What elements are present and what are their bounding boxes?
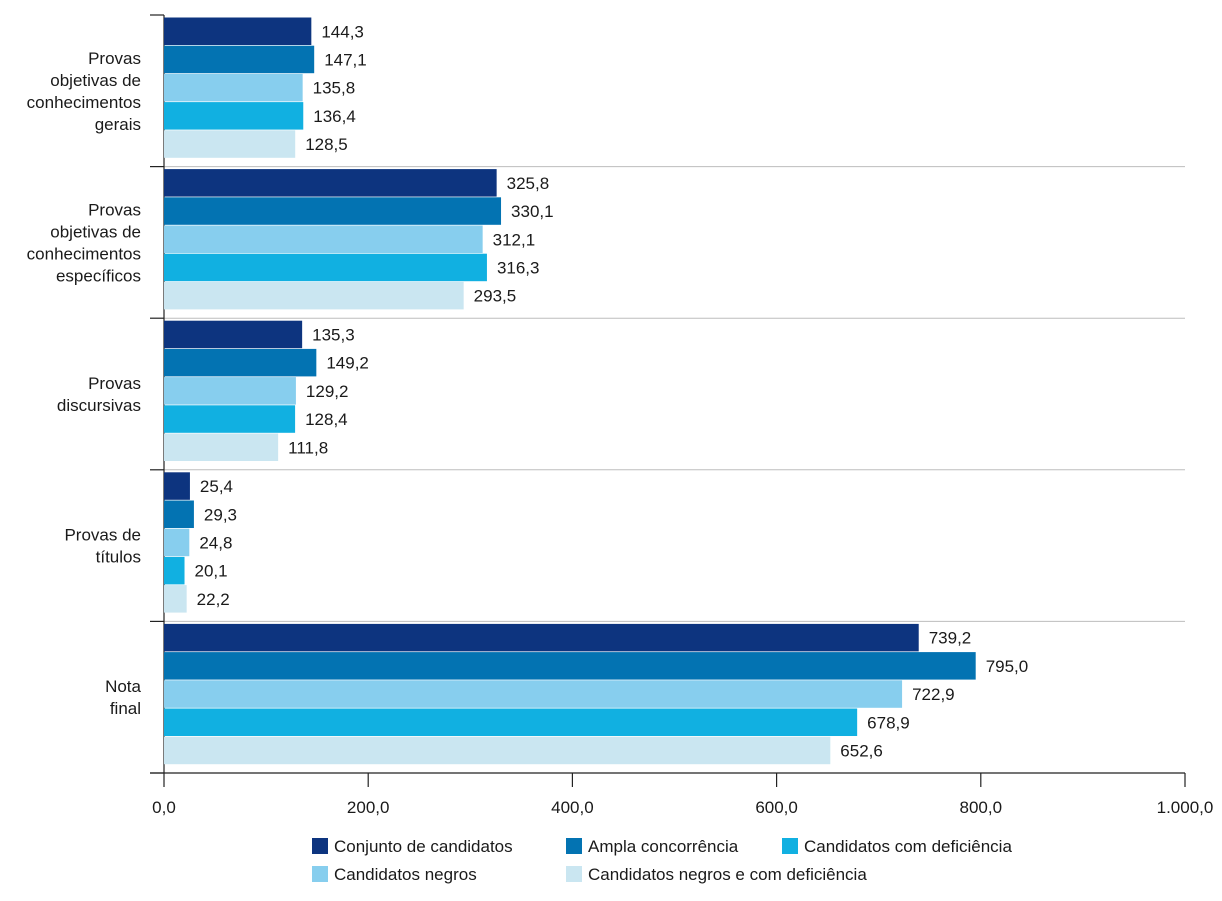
- data-label: 312,1: [493, 230, 536, 249]
- data-label: 20,1: [195, 562, 228, 581]
- bar: [164, 17, 312, 45]
- bar: [164, 433, 279, 461]
- legend-swatch: [566, 866, 582, 882]
- data-label: 652,6: [840, 741, 883, 760]
- x-tick-label: 600,0: [755, 798, 798, 817]
- category-label: Provas: [88, 49, 141, 68]
- category-label: Provas de: [64, 526, 141, 545]
- data-label: 128,4: [305, 410, 348, 429]
- category-label: discursivas: [57, 396, 141, 415]
- legend-label: Conjunto de candidatos: [334, 837, 513, 856]
- data-label: 129,2: [306, 382, 349, 401]
- bar: [164, 169, 497, 197]
- data-label: 24,8: [199, 533, 232, 552]
- data-label: 722,9: [912, 685, 955, 704]
- bar: [164, 348, 317, 377]
- legend-label: Candidatos negros: [334, 865, 477, 884]
- category-label: Provas: [88, 200, 141, 219]
- data-label: 111,8: [288, 438, 328, 457]
- category-label: Provas: [88, 374, 141, 393]
- legend-label: Candidatos negros e com deficiência: [588, 865, 867, 884]
- bar: [164, 585, 187, 613]
- category-label: objetivas de: [50, 222, 141, 241]
- x-tick-label: 400,0: [551, 798, 594, 817]
- category-label: específicos: [56, 266, 141, 285]
- data-label: 739,2: [929, 629, 972, 648]
- data-label: 330,1: [511, 202, 554, 221]
- bar: [164, 736, 831, 765]
- category-label: conhecimentos: [27, 244, 141, 263]
- data-label: 136,4: [313, 107, 356, 126]
- category-label: gerais: [95, 115, 141, 134]
- data-label: 147,1: [324, 50, 367, 69]
- bar: [164, 708, 858, 736]
- data-label: 135,8: [313, 79, 356, 98]
- legend-swatch: [312, 838, 328, 854]
- bar: [164, 652, 976, 680]
- data-label: 149,2: [326, 354, 369, 373]
- category-label: final: [110, 699, 141, 718]
- bar: [164, 253, 487, 282]
- legend-swatch: [782, 838, 798, 854]
- bar: [164, 102, 304, 130]
- data-label: 135,3: [312, 325, 355, 344]
- data-label: 795,0: [986, 657, 1029, 676]
- bar: [164, 130, 296, 158]
- data-label: 22,2: [197, 590, 230, 609]
- bar: [164, 472, 190, 500]
- bar: [164, 623, 919, 652]
- bar: [164, 320, 303, 349]
- legend-label: Candidatos com deficiência: [804, 837, 1012, 856]
- data-label: 128,5: [305, 135, 348, 154]
- bar: [164, 377, 296, 405]
- bar: [164, 500, 194, 528]
- legend-swatch: [312, 866, 328, 882]
- data-label: 293,5: [474, 287, 517, 306]
- bar: [164, 73, 303, 102]
- legend-swatch: [566, 838, 582, 854]
- bar: [164, 45, 315, 74]
- data-label: 325,8: [507, 174, 550, 193]
- bar: [164, 528, 190, 557]
- legend-label: Ampla concorrência: [588, 837, 739, 856]
- bar: [164, 197, 502, 225]
- bar: [164, 405, 296, 433]
- x-tick-label: 800,0: [960, 798, 1003, 817]
- data-label: 316,3: [497, 258, 540, 277]
- data-label: 144,3: [321, 22, 364, 41]
- x-tick-label: 200,0: [347, 798, 390, 817]
- category-label: conhecimentos: [27, 93, 141, 112]
- data-label: 25,4: [200, 477, 233, 496]
- bar: [164, 556, 185, 585]
- data-label: 678,9: [867, 713, 910, 732]
- category-label: títulos: [96, 548, 141, 567]
- data-label: 29,3: [204, 505, 237, 524]
- bar: [164, 281, 464, 310]
- x-tick-label: 1.000,0: [1157, 798, 1214, 817]
- category-label: Nota: [105, 677, 141, 696]
- bar: [164, 225, 483, 253]
- x-tick-label: 0,0: [152, 798, 176, 817]
- bar: [164, 680, 903, 708]
- category-label: objetivas de: [50, 71, 141, 90]
